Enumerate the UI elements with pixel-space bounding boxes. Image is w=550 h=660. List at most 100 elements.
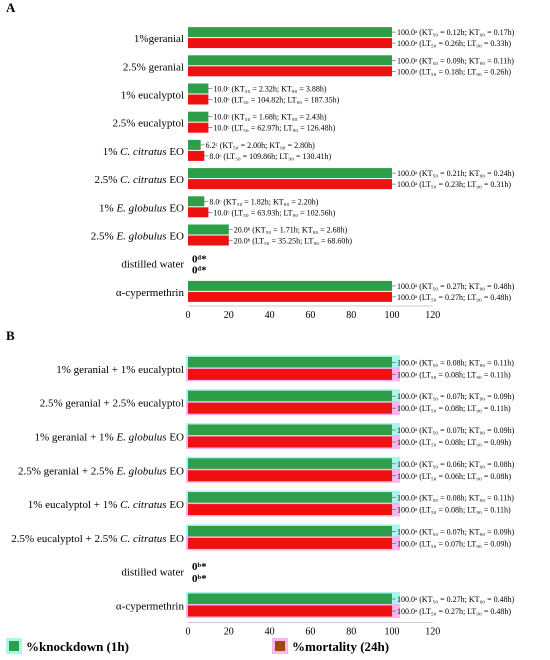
bar — [188, 470, 392, 482]
category-label-part: 1% geranial + 1% — [35, 432, 117, 444]
bar — [188, 27, 392, 38]
x-tick-label: 20 — [224, 310, 234, 321]
bar — [188, 139, 201, 150]
bar — [188, 368, 392, 380]
bar — [188, 402, 392, 414]
data-label: 10.0ᶜ (LT₅₀ = 62.97h; LT₉₀ = 126.48h) — [213, 124, 335, 133]
category-label-part: EO — [167, 231, 184, 243]
x-tick-label: 120 — [425, 626, 440, 637]
bar — [188, 150, 205, 161]
category-label-part: EO — [167, 432, 184, 444]
category-label-part: 2.5% eucalyptol — [113, 118, 184, 130]
bar — [188, 179, 392, 190]
category-label-part: distilled water — [121, 259, 184, 271]
data-label: 100.0ᵃ (KT₅₀ = 0.09h; KT₉₀ = 0.11h) — [397, 56, 514, 65]
x-tick-label: 120 — [425, 310, 440, 321]
category-label: 2.5% eucalyptol + 2.5% C. citratus EO — [11, 533, 184, 545]
bar — [188, 207, 209, 218]
data-label: 100.0ᵃ (LT₅₀ = 0.08h; LT₉₀ = 0.09h) — [397, 438, 511, 447]
data-label: 100.0ᵃ (KT₅₀ = 0.07h; KT₉₀ = 0.09h) — [397, 426, 515, 435]
category-label-part: 2.5% geranial + 2.5% eucalyptol — [40, 398, 184, 410]
data-label: 10.0ᶜ (LT₅₀ = 104.82h; LT₉₀ = 187.35h) — [213, 96, 339, 105]
category-label-italic: C. citratus — [120, 499, 166, 511]
bar — [188, 291, 392, 302]
data-label: 100.0ᵃ (LT₅₀ = 0.08h; LT₉₀ = 0.11h) — [397, 404, 511, 413]
bar — [188, 168, 392, 179]
bar — [188, 458, 392, 470]
category-label-italic: E. globulus — [115, 432, 166, 444]
data-label: 0ᵇ* — [192, 561, 207, 573]
panel-b-chart: B 1% geranial + 1% eucalyptol 100.0ᵃ (KT₅₀… — [6, 328, 515, 637]
data-label: 100.0ᵃ (LT₅₀ = 0.27h; LT₉₀ = 0.48h) — [397, 293, 511, 302]
data-label: 100.0ᵃ (LT₅₀ = 0.08h; LT₉₀ = 0.11h) — [397, 370, 511, 379]
x-tick-label: 100 — [385, 310, 400, 321]
data-label: 10.0ᶜ (KT₅₀ = 1.68h; KT₉₀ = 2.43h) — [213, 113, 326, 122]
category-label: 2.5% geranial + 2.5% eucalyptol — [40, 398, 184, 410]
category-label: 2.5% geranial + 2.5% E. globulus EO — [18, 465, 184, 477]
x-tick-label: 80 — [346, 626, 356, 637]
category-label-part: 1% geranial + 1% eucalyptol — [56, 364, 184, 376]
bar — [188, 504, 392, 516]
bar — [188, 424, 392, 436]
category-label: 2.5% C. citratus EO — [94, 174, 184, 186]
data-label: 100.0ᵃ (LT₅₀ = 0.06h; LT₉₀ = 0.08h) — [397, 472, 511, 481]
data-label: 100.0ᵃ (KT₅₀ = 0.12h; KT₉₀ = 0.17h) — [397, 28, 515, 37]
data-label: 100.0ᵃ (KT₅₀ = 0.07h; KT₉₀ = 0.09h) — [397, 392, 515, 401]
category-label: 2.5% E. globulus EO — [91, 231, 184, 243]
category-label-part: EO — [167, 465, 184, 477]
bar — [188, 356, 392, 368]
category-label-part: α-cypermethrin — [116, 601, 185, 613]
category-label-part: 1%geranial — [134, 33, 184, 45]
category-label: 2.5% eucalyptol — [113, 118, 184, 130]
x-tick-label: 0 — [186, 626, 191, 637]
category-label: α-cypermethrin — [116, 601, 185, 613]
category-label: α-cypermethrin — [116, 287, 185, 299]
panel-label: A — [6, 0, 16, 15]
bar — [188, 492, 392, 504]
category-label-part: 1% — [103, 146, 120, 158]
category-label-part: α-cypermethrin — [116, 287, 185, 299]
x-tick-label: 0 — [186, 310, 191, 321]
category-label-part: EO — [167, 202, 184, 214]
data-label: 100.0ᵃ (KT₅₀ = 0.27h; KT₉₀ = 0.48h) — [397, 282, 515, 291]
category-label-part: 2.5% geranial + 2.5% — [18, 465, 116, 477]
data-label: 100.0ᵃ (KT₅₀ = 0.07h; KT₉₀ = 0.09h) — [397, 527, 515, 536]
panel-a-chart: A 1%geranial 100.0ᵃ (KT₅₀ = 0.12h; KT₉₀ = … — [6, 0, 515, 321]
category-label: 1% E. globulus EO — [99, 202, 184, 214]
category-label-part: 2.5% — [94, 174, 120, 186]
legend-label: %mortality (24h) — [292, 639, 389, 654]
bar — [188, 38, 392, 49]
data-label: 100.0ᵃ (KT₅₀ = 0.08h; KT₉₀ = 0.11h) — [397, 494, 514, 503]
data-label: 0ᵈ* — [192, 265, 207, 277]
category-label-italic: E. globulus — [115, 465, 166, 477]
data-label: 20.0ᵇ (KT₅₀ = 1.71h; KT₉₀ = 2.68h) — [234, 226, 348, 235]
bar — [188, 436, 392, 448]
category-label-part: 1% — [99, 202, 116, 214]
data-label: 100.0ᵃ (LT₅₀ = 0.18h; LT₉₀ = 0.26h) — [397, 67, 511, 76]
category-label-part: 1% eucalyptol — [121, 90, 184, 102]
data-label: 10.0ᶜ (LT₅₀ = 63.93h; LT₉₀ = 102.56h) — [213, 208, 335, 217]
data-label: 100.0ᵃ (LT₅₀ = 0.23h; LT₉₀ = 0.31h) — [397, 180, 511, 189]
x-tick-label: 40 — [265, 310, 275, 321]
data-label: 0ᵇ* — [192, 573, 207, 585]
data-label: 100.0ᵃ (LT₅₀ = 0.08h; LT₉₀ = 0.11h) — [397, 506, 511, 515]
category-label-italic: E. globulus — [115, 202, 166, 214]
legend: %knockdown (1h) %mortality (24h) — [6, 638, 389, 654]
data-label: 0ᵈ* — [192, 254, 207, 266]
category-label-italic: C. citratus — [120, 533, 166, 545]
category-label-italic: E. globulus — [115, 231, 166, 243]
category-label: 1% eucalyptol + 1% C. citratus EO — [28, 499, 184, 511]
category-label-part: EO — [167, 146, 184, 158]
bar — [188, 122, 209, 133]
bar — [188, 593, 392, 605]
x-tick-label: 40 — [265, 626, 275, 637]
data-label: 6.2ᶜ (KT₅₀ = 2.00h; KT₉₀ = 2.80h) — [206, 141, 315, 150]
category-label-part: 2.5% — [91, 231, 117, 243]
data-label: 100.0ᵃ (KT₅₀ = 0.21h; KT₉₀ = 0.24h) — [397, 169, 515, 178]
category-label-part: EO — [167, 533, 184, 545]
category-label: 1% geranial + 1% E. globulus EO — [35, 432, 185, 444]
x-tick-label: 100 — [385, 626, 400, 637]
category-label: 1% C. citratus EO — [103, 146, 184, 158]
bar — [188, 525, 392, 537]
